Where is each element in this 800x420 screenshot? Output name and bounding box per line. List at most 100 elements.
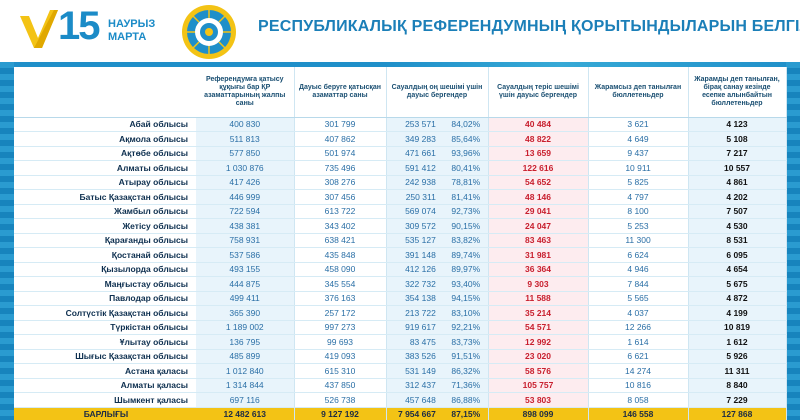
region-name: Қызылорда облысы (14, 262, 196, 277)
voted-cell: 458 090 (294, 262, 387, 277)
no-cell: 36 364 (488, 262, 589, 277)
invalid-cell: 4 797 (588, 189, 689, 205)
region-name: Маңғыстау облысы (14, 276, 196, 292)
yes-percent: 85,64% (451, 133, 481, 144)
no-cell: 11 588 (488, 291, 589, 306)
yes-cell: 391 148 89,74% (386, 247, 489, 263)
invalid-cell: 9 437 (588, 146, 689, 161)
voted-cell: 615 310 (294, 363, 387, 379)
region-name: Абай облысы (14, 117, 196, 132)
state-emblem-icon (182, 5, 236, 59)
region-name: Павлодар облысы (14, 291, 196, 306)
yes-cell: 354 138 94,15% (386, 291, 489, 306)
yes-percent: 92,73% (451, 206, 481, 217)
voted-cell: 308 276 (294, 175, 387, 190)
invalid-cell: 7 844 (588, 276, 689, 292)
table-row: Алматы қаласы 1 314 844 437 850 312 437 71,… (14, 378, 787, 393)
uncounted-cell: 4 861 (688, 175, 787, 190)
table-row: Павлодар облысы 499 411 376 163 354 138 94,… (14, 291, 787, 306)
yes-cell: 457 648 86,88% (386, 392, 489, 408)
yes-percent: 84,02% (451, 119, 481, 130)
yes-count: 591 412 (405, 162, 436, 173)
invalid-cell: 10 816 (588, 378, 689, 393)
no-cell: 122 616 (488, 160, 589, 176)
uncounted-cell: 1 612 (688, 334, 787, 350)
uncounted-cell: 4 872 (688, 291, 787, 306)
total-yes-cell: 7 954 667 87,15% (386, 407, 489, 420)
yes-percent: 78,81% (451, 177, 481, 188)
table-header-row: Референдумға қатысу құқығы бар ҚР азамат… (14, 67, 787, 118)
header-region (14, 67, 196, 118)
voted-cell: 307 456 (294, 189, 387, 205)
eligible-cell: 1 030 876 (196, 160, 295, 176)
voted-cell: 376 163 (294, 291, 387, 306)
total-no: 898 099 (488, 407, 589, 420)
uncounted-cell: 7 217 (688, 146, 787, 161)
yes-count: 250 311 (405, 191, 436, 202)
yes-cell: 569 074 92,73% (386, 204, 489, 219)
uncounted-cell: 4 654 (688, 262, 787, 277)
table-row: Жамбыл облысы 722 594 613 722 569 074 92,73… (14, 204, 787, 219)
header-eligible: Референдумға қатысу құқығы бар ҚР азамат… (196, 67, 295, 118)
header-voted: Дауыс беруге қатысқан азаматтар саны (294, 67, 387, 118)
yes-percent: 80,41% (451, 162, 481, 173)
yes-count: 309 572 (405, 220, 436, 231)
invalid-cell: 5 565 (588, 291, 689, 306)
no-cell: 105 757 (488, 378, 589, 393)
logo-date: НАУРЫЗ МАРТА (108, 18, 155, 44)
header: 15 НАУРЫЗ МАРТА РЕСПУБЛИКАЛЫҚ РЕФЕРЕНДУМ… (0, 0, 800, 62)
table-row: Қызылорда облысы 493 155 458 090 412 126 89… (14, 262, 787, 277)
voted-cell: 419 093 (294, 349, 387, 364)
logo-date-line2: МАРТА (108, 31, 147, 43)
yes-percent: 83,82% (451, 235, 481, 246)
eligible-cell: 722 594 (196, 204, 295, 219)
yes-cell: 309 572 90,15% (386, 218, 489, 234)
voted-cell: 257 172 (294, 305, 387, 321)
eligible-cell: 1 012 840 (196, 363, 295, 379)
yes-percent: 86,88% (451, 394, 481, 405)
invalid-cell: 10 911 (588, 160, 689, 176)
table-body: Абай облысы 400 830 301 799 253 571 84,02% 4… (14, 117, 787, 420)
table-row: Ақтөбе облысы 577 850 501 974 471 661 93,96… (14, 146, 787, 161)
yes-count: 535 127 (405, 235, 436, 246)
uncounted-cell: 7 507 (688, 204, 787, 219)
eligible-cell: 577 850 (196, 146, 295, 161)
region-name: Ұлытау облысы (14, 334, 196, 350)
yes-cell: 83 475 83,73% (386, 334, 489, 350)
total-row: БАРЛЫҒЫ 12 482 613 9 127 192 7 954 667 87,1… (14, 407, 787, 420)
voted-cell: 997 273 (294, 320, 387, 335)
logo-number: 15 (58, 4, 100, 48)
uncounted-cell: 6 095 (688, 247, 787, 263)
uncounted-cell: 4 202 (688, 189, 787, 205)
yes-count: 349 283 (405, 133, 436, 144)
no-cell: 54 652 (488, 175, 589, 190)
table-row: Жетісу облысы 438 381 343 402 309 572 90,15… (14, 218, 787, 234)
yes-cell: 213 722 83,10% (386, 305, 489, 321)
yes-cell: 312 437 71,36% (386, 378, 489, 393)
yes-cell: 412 126 89,97% (386, 262, 489, 277)
region-name: Алматы облысы (14, 160, 196, 176)
invalid-cell: 1 614 (588, 334, 689, 350)
yes-percent: 90,15% (451, 220, 481, 231)
total-uncounted: 127 868 (688, 407, 787, 420)
region-name: Қарағанды облысы (14, 233, 196, 248)
uncounted-cell: 4 199 (688, 305, 787, 321)
yes-percent: 83,10% (451, 307, 481, 318)
yes-percent: 89,74% (451, 249, 481, 260)
total-invalid: 146 558 (588, 407, 689, 420)
yes-count: 531 149 (405, 365, 436, 376)
table-row: Атырау облысы 417 426 308 276 242 938 78,81… (14, 175, 787, 190)
yes-cell: 250 311 81,41% (386, 189, 489, 205)
yes-percent: 81,41% (451, 191, 481, 202)
no-cell: 53 803 (488, 392, 589, 408)
table-row: Абай облысы 400 830 301 799 253 571 84,02% 4… (14, 117, 787, 132)
yes-cell: 591 412 80,41% (386, 160, 489, 176)
voted-cell: 343 402 (294, 218, 387, 234)
eligible-cell: 697 116 (196, 392, 295, 408)
eligible-cell: 493 155 (196, 262, 295, 277)
region-name: Алматы қаласы (14, 378, 196, 393)
region-name: Шымкент қаласы (14, 392, 196, 408)
uncounted-cell: 5 926 (688, 349, 787, 364)
eligible-cell: 1 189 002 (196, 320, 295, 335)
